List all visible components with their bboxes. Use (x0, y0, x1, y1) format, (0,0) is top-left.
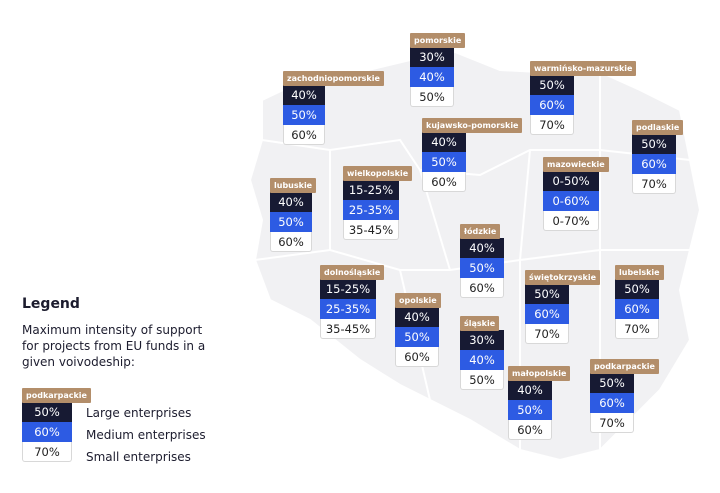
legend-label: Small enterprises (86, 450, 191, 464)
value: 60% (615, 299, 659, 319)
region-name: pomorskie (410, 33, 466, 48)
value: 50% (590, 373, 634, 393)
value-box: 40% 50% 60% (270, 192, 312, 252)
value: 60% (590, 393, 634, 413)
value: 70% (632, 174, 676, 194)
value: 30% (410, 47, 454, 67)
value-box: 40% 50% 60% (508, 380, 552, 440)
value-box: 50% 60% 70% (632, 134, 676, 194)
region-name: wielkopolskie (343, 166, 413, 181)
value-box: 50% 60% 70% (22, 402, 72, 462)
value: 60% (395, 347, 439, 367)
value: 70% (530, 115, 574, 135)
value-box: 50% 60% 70% (590, 373, 634, 433)
legend-description: Maximum intensity of support for project… (22, 323, 206, 369)
value: 50% (632, 134, 676, 154)
region-name: opolskie (395, 293, 441, 308)
value: 15-25% (320, 279, 376, 299)
value: 0-70% (543, 211, 599, 231)
value: 50% (530, 75, 574, 95)
value: 35-45% (343, 220, 399, 240)
region-name: małopolskie (508, 366, 571, 381)
value: 60% (530, 95, 574, 115)
value-box: 30% 40% 50% (410, 47, 454, 107)
value: 50% (283, 105, 325, 125)
value: 60% (508, 420, 552, 440)
value: 50% (410, 87, 454, 107)
value: 40% (422, 132, 466, 152)
value: 60% (283, 125, 325, 145)
region-name: mazowieckie (543, 157, 609, 172)
region-name: lubuskie (270, 178, 317, 193)
value: 50% (525, 284, 569, 304)
value: 30% (460, 330, 504, 350)
region-name: podlaskie (632, 120, 684, 135)
value-box: 15-25% 25-35% 35-45% (320, 279, 376, 339)
region-name: łódzkie (460, 224, 501, 239)
legend-label: Medium enterprises (86, 428, 206, 442)
value: 0-60% (543, 191, 599, 211)
legend-label: Large enterprises (86, 406, 192, 420)
region-name: śląskie (460, 316, 500, 331)
value: 60% (270, 232, 312, 252)
region-name: dolnośląskie (320, 265, 385, 280)
legend-title: Legend (22, 296, 80, 312)
region-name: kujawsko-pomorskie (422, 118, 523, 133)
value-box: 40% 50% 60% (395, 307, 439, 367)
value: 35-45% (320, 319, 376, 339)
value-box: 50% 60% 70% (615, 279, 659, 339)
value-box: 30% 40% 50% (460, 330, 504, 390)
value: 25-35% (343, 200, 399, 220)
value: 50% (508, 400, 552, 420)
value: 40% (508, 380, 552, 400)
value: 40% (460, 238, 504, 258)
region-name: zachodniopomorskie (283, 71, 384, 86)
value: 25-35% (320, 299, 376, 319)
value: 40% (410, 67, 454, 87)
value: 70% (615, 319, 659, 339)
value: 60% (460, 278, 504, 298)
value: 40% (395, 307, 439, 327)
value: 50% (395, 327, 439, 347)
value-box: 0-50% 0-60% 0-70% (543, 171, 599, 231)
value: 70% (590, 413, 634, 433)
value-box: 50% 60% 70% (530, 75, 574, 135)
value: 50% (422, 152, 466, 172)
value: 50% (270, 212, 312, 232)
value: 40% (460, 350, 504, 370)
region-name: podkarpackie (590, 359, 659, 374)
value: 0-50% (543, 171, 599, 191)
value: 70% (22, 442, 72, 462)
value-box: 40% 50% 60% (283, 85, 325, 145)
value-box: 40% 50% 60% (422, 132, 466, 192)
region-name: świętokrzyskie (525, 270, 601, 285)
value: 70% (525, 324, 569, 344)
value: 40% (270, 192, 312, 212)
region-name: podkarpackie (22, 388, 91, 403)
value: 40% (283, 85, 325, 105)
value: 50% (22, 402, 72, 422)
value: 60% (525, 304, 569, 324)
region-name: warmińsko-mazurskie (530, 61, 637, 76)
value: 60% (22, 422, 72, 442)
value-box: 50% 60% 70% (525, 284, 569, 344)
value: 60% (422, 172, 466, 192)
region-name: lubelskie (615, 265, 664, 280)
value: 60% (632, 154, 676, 174)
value: 50% (460, 370, 504, 390)
value-box: 40% 50% 60% (460, 238, 504, 298)
value: 15-25% (343, 180, 399, 200)
value: 50% (460, 258, 504, 278)
value: 50% (615, 279, 659, 299)
value-box: 15-25% 25-35% 35-45% (343, 180, 399, 240)
